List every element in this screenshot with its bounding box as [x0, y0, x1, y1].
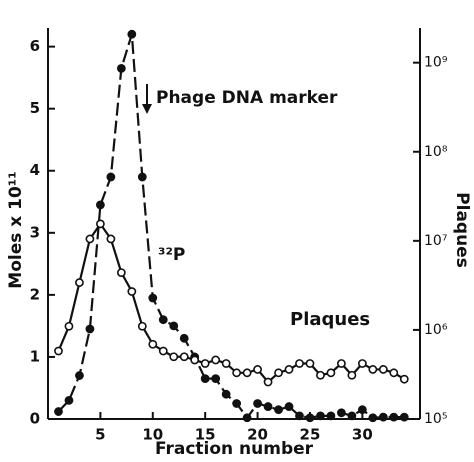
data-point	[337, 408, 346, 418]
data-point	[106, 172, 116, 182]
data-point	[337, 359, 346, 368]
data-point	[368, 365, 378, 374]
data-point	[54, 346, 63, 356]
data-point	[253, 365, 262, 374]
x-tick-label: 20	[247, 426, 268, 444]
data-point	[305, 413, 315, 423]
data-point	[148, 339, 158, 349]
data-point	[274, 405, 283, 415]
series-line	[57, 221, 405, 384]
y2-tick-label: 10⁵	[424, 411, 447, 427]
data-point	[200, 374, 210, 384]
data-point	[211, 374, 221, 384]
y2-tick-label: 10⁷	[424, 233, 447, 249]
data-point	[326, 411, 336, 421]
data-point	[389, 368, 399, 378]
data-point	[242, 413, 252, 423]
y-tick-label: 6	[30, 37, 40, 55]
data-point	[378, 412, 388, 422]
data-point	[137, 321, 147, 331]
data-point	[85, 234, 95, 244]
y2-axis-title: Plaques	[452, 192, 472, 268]
y-tick-label: 1	[30, 347, 40, 365]
data-point	[295, 359, 304, 368]
data-point	[169, 321, 179, 331]
data-point	[169, 352, 179, 362]
data-point	[232, 368, 242, 378]
data-point	[158, 346, 168, 356]
data-point	[116, 268, 126, 277]
data-point	[357, 359, 367, 368]
data-point	[316, 411, 325, 421]
data-point	[179, 352, 189, 362]
series-label: Plaques	[290, 309, 370, 330]
data-point	[75, 278, 84, 287]
data-point	[95, 219, 105, 229]
x-tick-label: 25	[300, 426, 321, 444]
data-point	[137, 172, 147, 182]
data-point	[190, 355, 200, 365]
data-point	[295, 411, 304, 421]
data-point	[399, 412, 409, 422]
data-point	[263, 402, 273, 411]
x-tick-label: 15	[195, 426, 216, 444]
data-point	[232, 399, 242, 408]
data-point	[284, 365, 294, 374]
y-axis-title: Moles x 10¹¹	[6, 171, 26, 288]
marker-arrowhead	[142, 104, 152, 114]
data-point	[75, 371, 84, 380]
data-point	[221, 389, 231, 399]
x-axis-title: Fraction number	[155, 439, 314, 459]
data-point	[389, 412, 399, 422]
data-point	[378, 365, 388, 374]
data-point	[54, 407, 63, 416]
data-point	[347, 411, 357, 421]
data-point	[357, 405, 367, 415]
x-tick-label: 10	[142, 426, 163, 444]
data-point	[158, 315, 168, 325]
data-point	[85, 324, 95, 334]
y-tick-label: 2	[30, 285, 40, 303]
y-tick-label: 0	[30, 410, 40, 428]
data-point	[148, 293, 158, 303]
data-point	[127, 29, 137, 39]
y-tick-label: 4	[30, 161, 40, 179]
data-point	[200, 359, 210, 368]
data-point	[253, 399, 262, 408]
data-point	[263, 377, 273, 387]
x-tick-label: 5	[95, 426, 105, 444]
data-point	[179, 333, 189, 343]
data-point	[347, 370, 357, 380]
data-point	[116, 63, 126, 73]
data-point	[274, 368, 283, 378]
series-line	[57, 33, 405, 420]
data-point	[284, 402, 294, 411]
series-label: ³²P	[158, 245, 185, 265]
y-tick-label: 5	[30, 99, 40, 117]
data-point	[242, 368, 252, 378]
x-tick-label: 30	[352, 426, 373, 444]
data-point	[399, 374, 409, 384]
data-point	[316, 370, 325, 380]
data-point	[106, 234, 116, 244]
y2-tick-label: 10⁸	[424, 144, 448, 160]
data-point	[326, 368, 336, 378]
data-point	[305, 359, 315, 368]
data-point	[127, 287, 137, 296]
data-point	[211, 355, 221, 365]
y-tick-label: 3	[30, 223, 40, 241]
y2-tick-label: 10⁶	[424, 322, 448, 338]
data-point	[221, 359, 231, 368]
data-point	[368, 413, 378, 423]
data-point	[64, 395, 74, 405]
data-point	[64, 321, 74, 331]
data-point	[95, 200, 105, 210]
annotation: Phage DNA marker	[156, 88, 338, 108]
y2-tick-label: 10⁹	[424, 55, 448, 71]
